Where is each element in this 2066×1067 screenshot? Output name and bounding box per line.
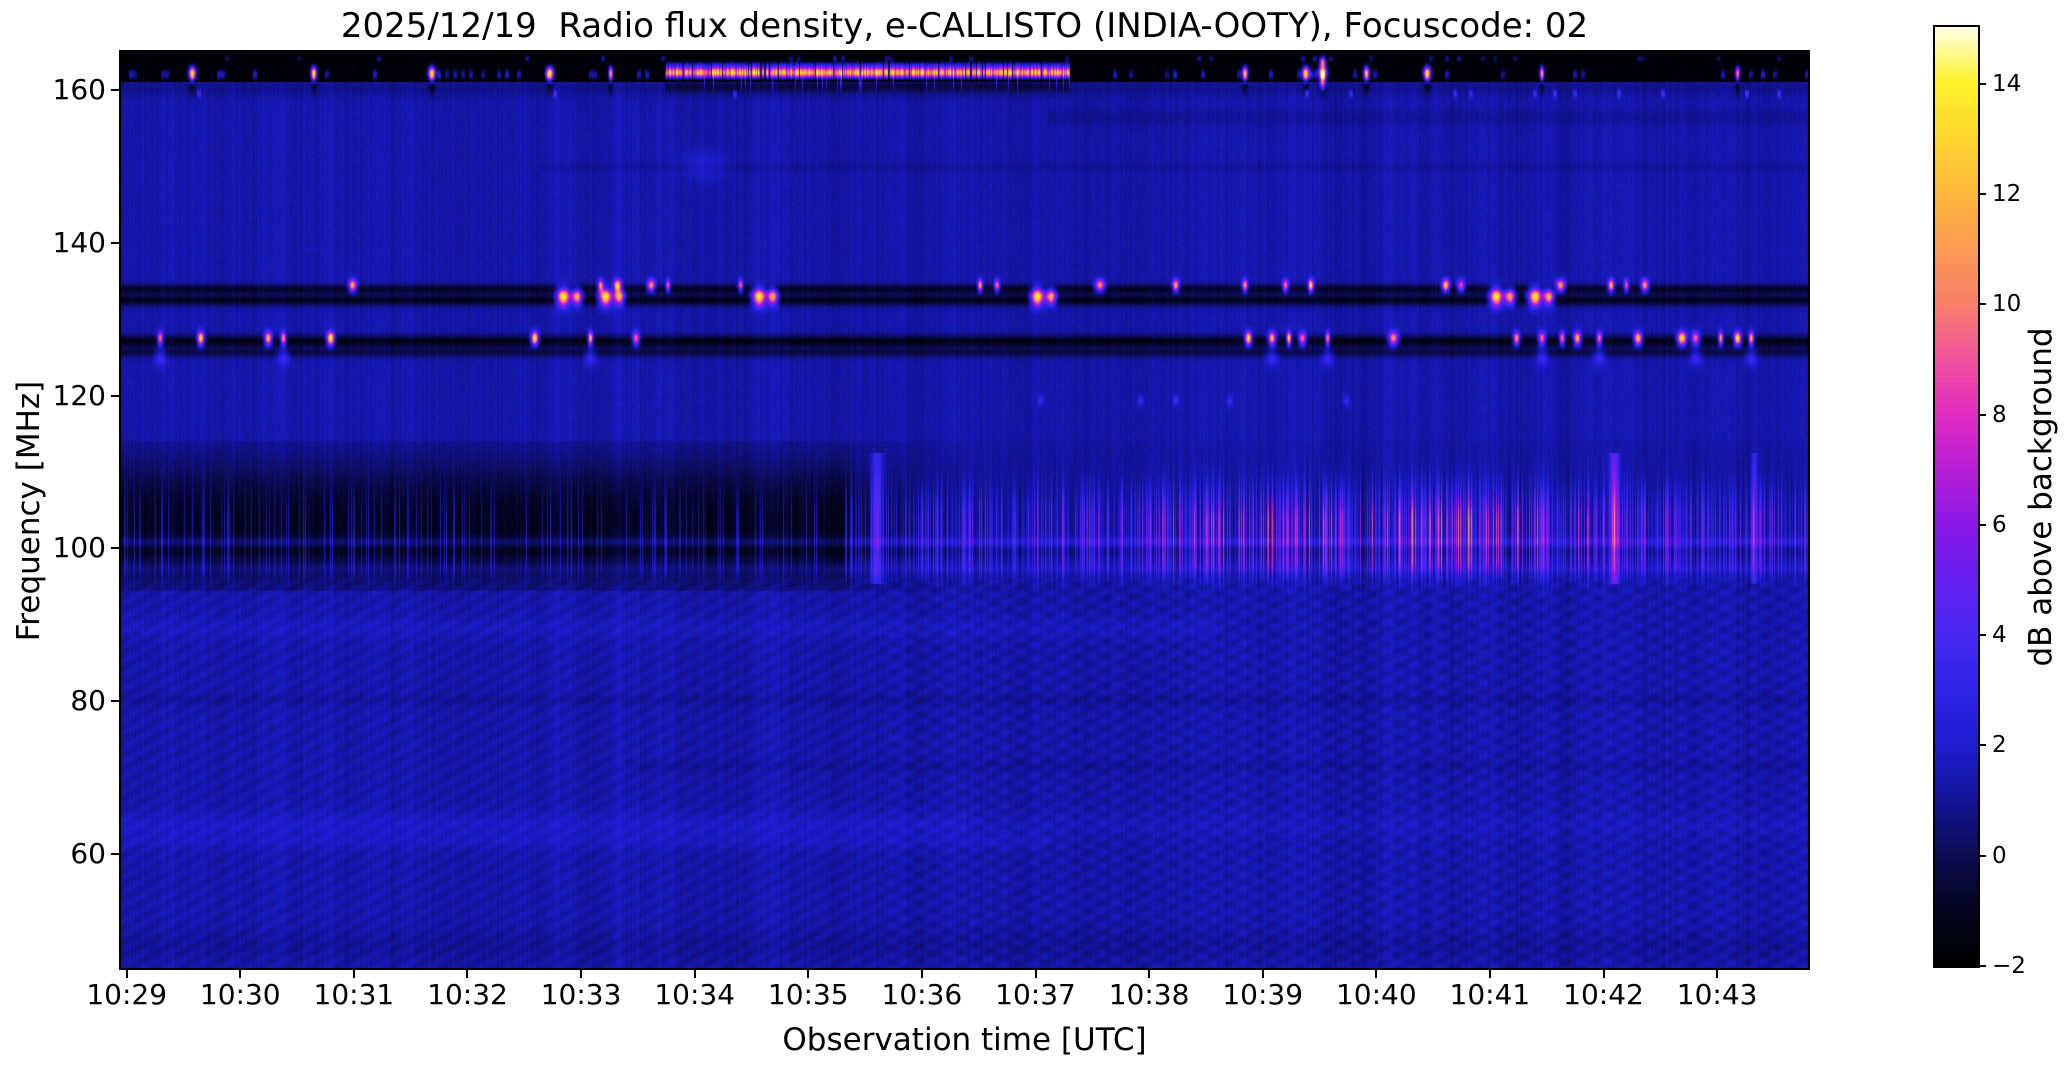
spectrogram-image: [121, 52, 1808, 968]
y-tick-label: 120: [52, 378, 106, 412]
x-tick-label: 10:36: [881, 978, 963, 1011]
colorbar-tick-label: 14: [1992, 70, 2022, 97]
y-tick-label: 60: [70, 836, 106, 870]
x-tick-mark: [1602, 968, 1605, 978]
x-tick-mark: [1488, 968, 1491, 978]
x-tick-label: 10:39: [1222, 978, 1304, 1011]
x-tick-label: 10:41: [1449, 978, 1531, 1011]
colorbar-tick-mark: [1978, 193, 1986, 196]
colorbar-tick-label: 2: [1992, 732, 2007, 759]
x-tick-label: 10:35: [767, 978, 849, 1011]
colorbar-tick-mark: [1978, 303, 1986, 306]
y-tick-mark: [111, 699, 121, 702]
y-tick-label: 160: [52, 73, 106, 107]
x-tick-label: 10:38: [1108, 978, 1190, 1011]
x-tick-mark: [1261, 968, 1264, 978]
x-tick-label: 10:42: [1563, 978, 1644, 1011]
colorbar-tick-label: 6: [1992, 511, 2007, 538]
colorbar-tick-label: 0: [1992, 842, 2007, 869]
colorbar-tick-mark: [1978, 413, 1986, 416]
y-axis-label: Frequency [MHz]: [11, 380, 47, 642]
colorbar-tick-label: 10: [1992, 291, 2022, 318]
x-tick-label: 10:37: [995, 978, 1076, 1011]
x-tick-mark: [125, 968, 128, 978]
x-tick-mark: [580, 968, 583, 978]
colorbar-gradient: [1935, 27, 1978, 966]
colorbar-tick-mark: [1978, 854, 1986, 857]
y-tick-label: 140: [52, 225, 106, 259]
colorbar-tick-label: −2: [1992, 953, 2026, 979]
x-tick-mark: [1716, 968, 1719, 978]
x-tick-mark: [1148, 968, 1151, 978]
x-tick-label: 10:33: [540, 978, 622, 1011]
x-tick-label: 10:29: [86, 978, 168, 1011]
x-tick-mark: [352, 968, 355, 978]
colorbar-tick-mark: [1978, 744, 1986, 747]
x-tick-label: 10:40: [1335, 978, 1417, 1011]
colorbar-tick-label: 12: [1992, 181, 2022, 208]
x-tick-mark: [1375, 968, 1378, 978]
colorbar-tick-mark: [1978, 965, 1986, 967]
colorbar-tick-label: 8: [1992, 401, 2007, 428]
x-tick-label: 10:43: [1676, 978, 1758, 1011]
x-tick-mark: [1034, 968, 1037, 978]
colorbar: [1933, 25, 1980, 968]
y-tick-label: 80: [70, 683, 106, 717]
y-tick-mark: [111, 241, 121, 244]
x-tick-mark: [693, 968, 696, 978]
y-tick-mark: [111, 852, 121, 855]
x-tick-mark: [239, 968, 242, 978]
colorbar-tick-mark: [1978, 82, 1986, 85]
y-tick-mark: [111, 394, 121, 397]
x-tick-label: 10:34: [654, 978, 736, 1011]
colorbar-tick-mark: [1978, 634, 1986, 637]
y-tick-mark: [111, 547, 121, 550]
x-tick-label: 10:30: [199, 978, 281, 1011]
colorbar-tick-mark: [1978, 523, 1986, 526]
x-tick-mark: [466, 968, 469, 978]
x-tick-label: 10:31: [313, 978, 395, 1011]
colorbar-tick-label: 4: [1992, 622, 2007, 649]
x-tick-mark: [920, 968, 923, 978]
x-tick-label: 10:32: [427, 978, 508, 1011]
x-axis-label: Observation time [UTC]: [782, 1022, 1147, 1058]
y-tick-label: 100: [52, 531, 106, 565]
plot-area: [119, 50, 1810, 970]
chart-title: 2025/12/19 Radio flux density, e-CALLIST…: [340, 6, 1589, 46]
x-tick-mark: [807, 968, 810, 978]
y-tick-mark: [111, 89, 121, 92]
